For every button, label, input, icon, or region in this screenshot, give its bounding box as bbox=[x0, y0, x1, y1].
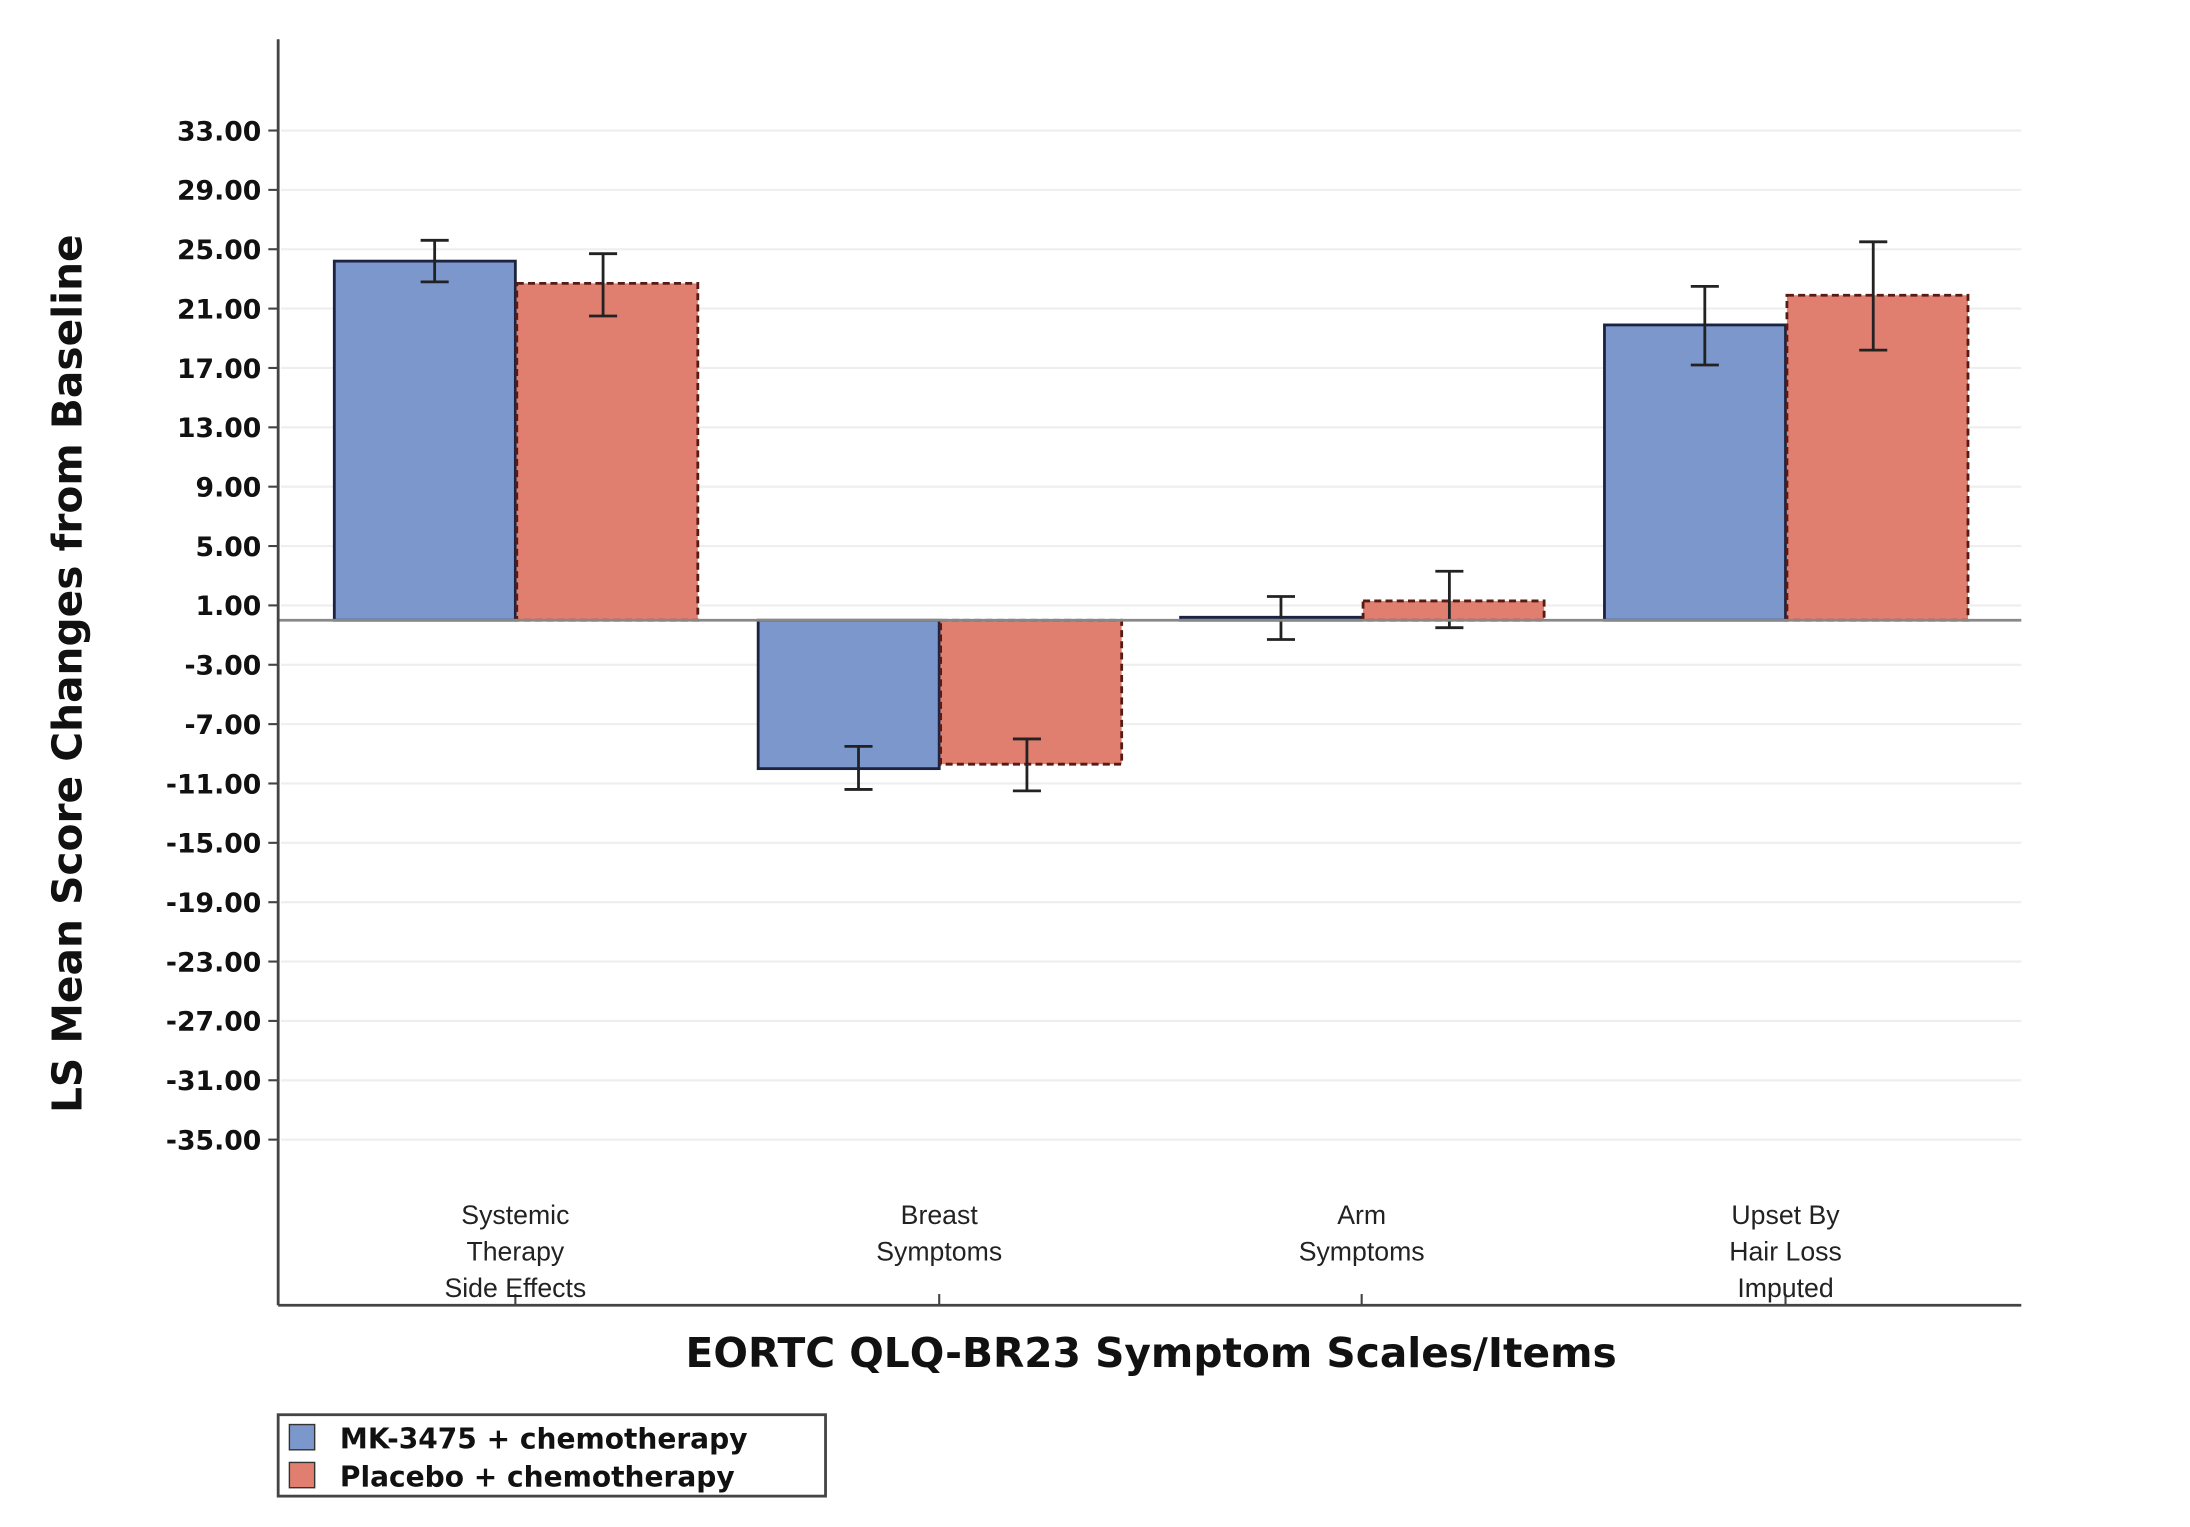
x-category-label: Systemic bbox=[461, 1200, 569, 1230]
y-tick-label: -3.00 bbox=[184, 651, 261, 682]
legend: MK-3475 + chemotherapy Placebo + chemoth… bbox=[276, 1413, 827, 1498]
y-tick-label: -7.00 bbox=[184, 710, 261, 741]
legend-label-mk3475: MK-3475 + chemotherapy bbox=[340, 1422, 748, 1455]
legend-box bbox=[276, 1413, 827, 1498]
x-category-label: Imputed bbox=[1737, 1273, 1833, 1303]
x-category-label: Upset By bbox=[1731, 1200, 1840, 1230]
y-tick-label: 17.00 bbox=[177, 354, 261, 385]
y-tick-label: 13.00 bbox=[177, 413, 261, 444]
y-tick-label: -23.00 bbox=[166, 947, 261, 978]
legend-swatch-mk3475 bbox=[288, 1423, 316, 1451]
y-tick-label: 25.00 bbox=[177, 235, 261, 266]
y-axis-title: LS Mean Score Changes from Baseline bbox=[44, 234, 92, 1113]
y-tick-label: -19.00 bbox=[166, 888, 261, 919]
y-tick-label: -15.00 bbox=[166, 829, 261, 860]
bar-placebo-0 bbox=[515, 281, 700, 622]
x-category-label: Breast bbox=[901, 1200, 979, 1230]
gridlines bbox=[280, 129, 2022, 1141]
y-tick-label: -11.00 bbox=[166, 769, 261, 800]
x-category-label: Symptoms bbox=[876, 1236, 1002, 1266]
y-tick-label: -31.00 bbox=[166, 1066, 261, 1097]
error-bar bbox=[1435, 569, 1464, 630]
x-axis-categories: Systemic Therapy Side Effects Breast Symptom… bbox=[444, 1200, 1842, 1306]
y-axis-ticks: 33.00 29.00 25.00 21.00 17.00 13.00 9.00 5.00 1.… bbox=[166, 116, 279, 1156]
y-tick-label: 21.00 bbox=[177, 294, 261, 325]
error-bar bbox=[1012, 737, 1041, 793]
y-tick-label: 9.00 bbox=[196, 473, 262, 504]
y-tick-label: 33.00 bbox=[177, 116, 261, 147]
bar-mk3475-1 bbox=[756, 618, 941, 771]
bar-mk3475-3 bbox=[1603, 323, 1787, 622]
error-bar bbox=[1859, 240, 1888, 352]
y-tick-label: 29.00 bbox=[177, 176, 261, 207]
bar-placebo-2 bbox=[1361, 599, 1546, 622]
x-category-label: Hair Loss bbox=[1729, 1236, 1842, 1266]
x-axis-title: EORTC QLQ-BR23 Symptom Scales/Items bbox=[686, 1329, 1617, 1377]
x-category-label: Therapy bbox=[466, 1236, 564, 1266]
y-tick-label: -27.00 bbox=[166, 1007, 261, 1038]
y-tick-label: 5.00 bbox=[196, 532, 262, 563]
error-bar bbox=[1690, 284, 1719, 367]
bars bbox=[332, 238, 1970, 793]
x-category-label: Side Effects bbox=[444, 1273, 586, 1303]
error-bar bbox=[420, 238, 449, 284]
error-bar bbox=[589, 252, 618, 318]
bar-mk3475-0 bbox=[332, 259, 517, 622]
error-bar bbox=[844, 744, 873, 791]
legend-swatch-placebo bbox=[288, 1461, 316, 1489]
legend-label-placebo: Placebo + chemotherapy bbox=[340, 1460, 735, 1493]
x-category-label: Symptoms bbox=[1299, 1236, 1425, 1266]
bar-placebo-3 bbox=[1785, 293, 1970, 622]
x-category-label: Arm bbox=[1337, 1200, 1386, 1230]
bar-placebo-1 bbox=[939, 618, 1124, 766]
y-tick-label: 1.00 bbox=[196, 591, 262, 622]
y-tick-label: -35.00 bbox=[166, 1125, 261, 1156]
error-bar bbox=[1266, 595, 1295, 641]
